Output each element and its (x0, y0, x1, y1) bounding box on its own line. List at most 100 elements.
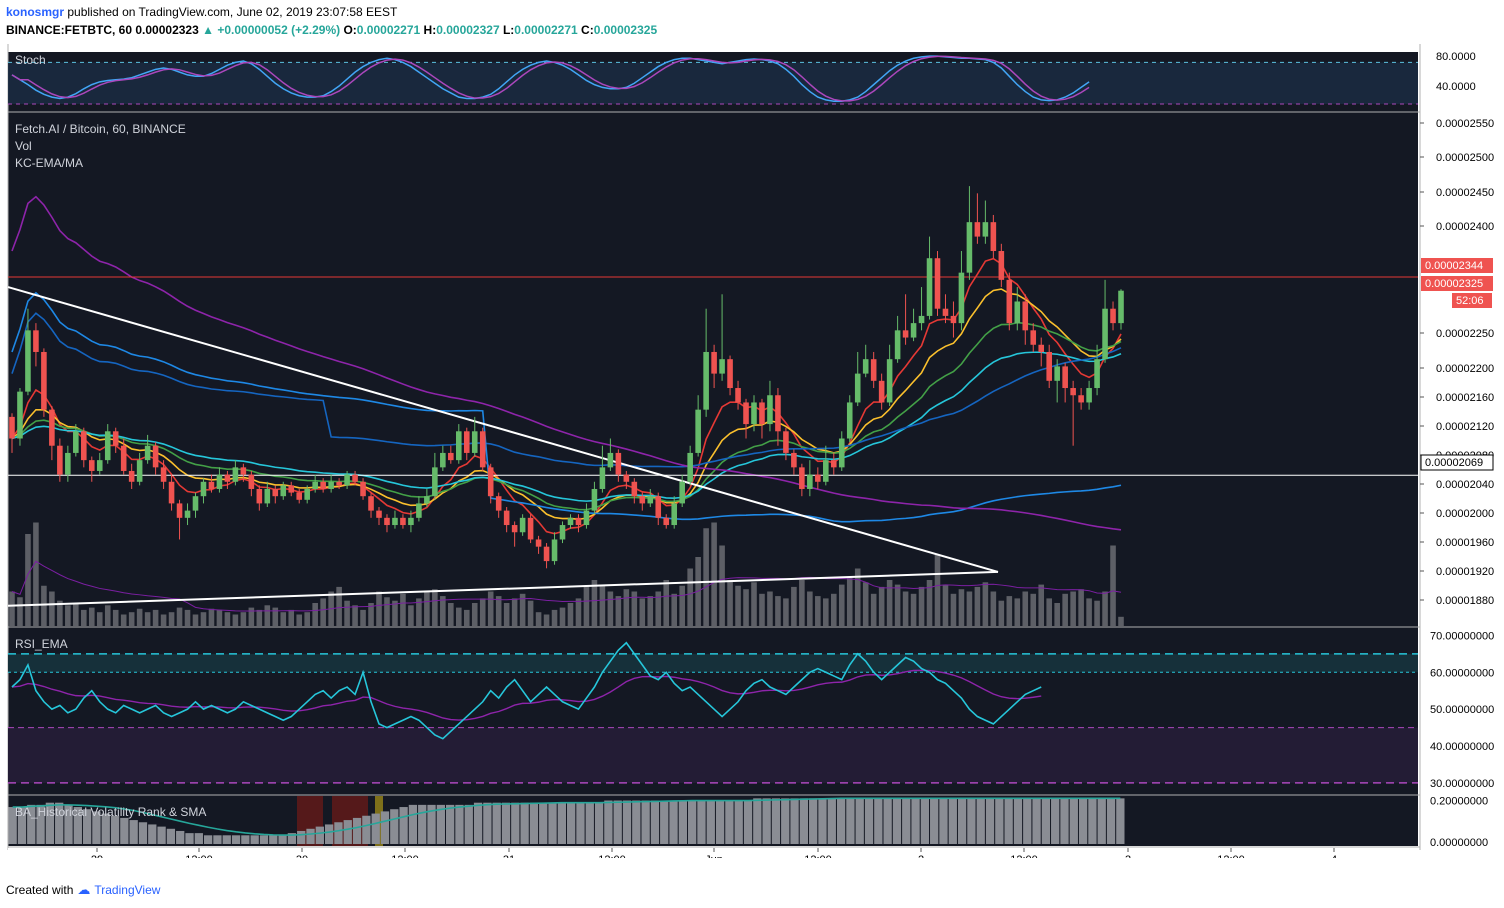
volume-bar (296, 614, 303, 626)
volume-bar (49, 591, 55, 626)
volume-bar (232, 614, 239, 626)
volume-bar (320, 598, 326, 626)
hv-bar (585, 802, 594, 844)
candle-body (838, 438, 845, 468)
candle-body (607, 452, 614, 468)
hv-bar (380, 811, 390, 844)
candle-body (886, 359, 893, 403)
ascending-trendline (7, 570, 999, 607)
price-axis (1420, 44, 1504, 858)
volume-bar (974, 586, 981, 626)
hv-bar (576, 802, 585, 844)
hv-bar (185, 833, 194, 844)
hv-bar (436, 804, 445, 844)
candle-body (360, 481, 366, 497)
candle-body (1094, 359, 1100, 389)
candle-body (519, 517, 526, 533)
candle-body (41, 351, 47, 410)
volume-bar (567, 603, 574, 626)
volume-bar (41, 585, 47, 626)
close-value: 0.00002325 (593, 23, 658, 37)
open-value: 0.00002271 (356, 23, 421, 37)
candle-body (479, 431, 486, 468)
volume-bar (846, 577, 853, 626)
candle-body (304, 488, 310, 500)
volume-bar (815, 596, 821, 626)
candle-body (240, 467, 247, 475)
candle-body (950, 315, 957, 324)
hv-bar (138, 822, 148, 844)
candle-body (320, 481, 326, 489)
price-tick-label: 0.00002550 (1436, 118, 1494, 130)
candle-body (862, 359, 869, 374)
volume-bar (272, 607, 279, 626)
hv-bar (473, 802, 483, 844)
hv-bar (55, 802, 64, 844)
price-tick-label: 0.00002250 (1436, 328, 1494, 340)
hv-bar (315, 826, 324, 844)
hv-bar (306, 828, 315, 844)
volume-bar (679, 585, 685, 626)
volume-bar (918, 586, 925, 626)
volume-bar (1046, 598, 1052, 626)
volume-bar (73, 603, 79, 626)
candle-body (623, 474, 630, 482)
candle-body (280, 485, 287, 497)
candle-body (711, 351, 717, 374)
volume-bar (440, 596, 446, 626)
hv-bar (511, 802, 520, 844)
hv-bar (706, 800, 715, 844)
up-arrow-icon: ▲ (202, 23, 214, 37)
chart-canvas[interactable]: Stoch Fetch.AI / Bitcoin, 60, BINANCE Vol K… (0, 44, 1504, 858)
stoch-tick-label: 80.0000 (1436, 51, 1476, 63)
volume-bar (703, 528, 709, 626)
volume-bar (886, 580, 893, 626)
hv-bar (297, 830, 306, 844)
ema-red-line (11, 257, 1122, 535)
hv-bar (957, 798, 967, 844)
candle-body (1070, 388, 1076, 396)
time-tick-label: 12:00 (391, 854, 419, 858)
candle-body (751, 402, 757, 425)
low-key: L: (502, 23, 515, 37)
ma-purple-line (11, 195, 1122, 531)
time-tick-label: 30 (296, 854, 308, 858)
volume-bar (408, 605, 414, 626)
volume-bar (527, 600, 534, 626)
tradingview-brand[interactable]: TradingView (94, 883, 161, 897)
candle-body (344, 474, 350, 486)
candle-body (432, 467, 438, 497)
volume-bar (136, 608, 143, 626)
volume-bar (455, 607, 462, 626)
candle-body (1054, 366, 1060, 381)
candle-body (1030, 330, 1037, 345)
hv-bar (408, 804, 418, 844)
volume-bar (902, 591, 909, 626)
volume-bar (216, 609, 223, 626)
volume-ma-line (11, 560, 1122, 612)
time-tick-label: 12:00 (1217, 854, 1245, 858)
hv-bar (445, 804, 455, 844)
price-tag-label: 0.00002344 (1425, 260, 1483, 272)
volume-bar (288, 609, 295, 626)
candle-body (1078, 395, 1084, 403)
volume-bar (1070, 591, 1076, 626)
candle-body (663, 517, 670, 526)
hv-bar (390, 809, 399, 844)
candle-body (168, 481, 175, 504)
publisher-username[interactable]: konosmgr (6, 5, 65, 19)
volume-bar (607, 591, 614, 626)
time-tick-label: Jun (705, 854, 723, 858)
hv-bar (362, 815, 371, 844)
candle-body (264, 488, 271, 504)
time-tick-label: 12:00 (185, 854, 213, 858)
hv-bar (464, 804, 473, 844)
hv-bar (1088, 798, 1097, 844)
close-key: C: (581, 23, 594, 37)
volume-bar (519, 593, 526, 626)
price-tag-label: 0.00002069 (1425, 457, 1483, 469)
candle-body (679, 481, 685, 504)
candle-body (208, 481, 215, 489)
hv-bar (101, 813, 110, 844)
volume-bar (743, 589, 749, 626)
